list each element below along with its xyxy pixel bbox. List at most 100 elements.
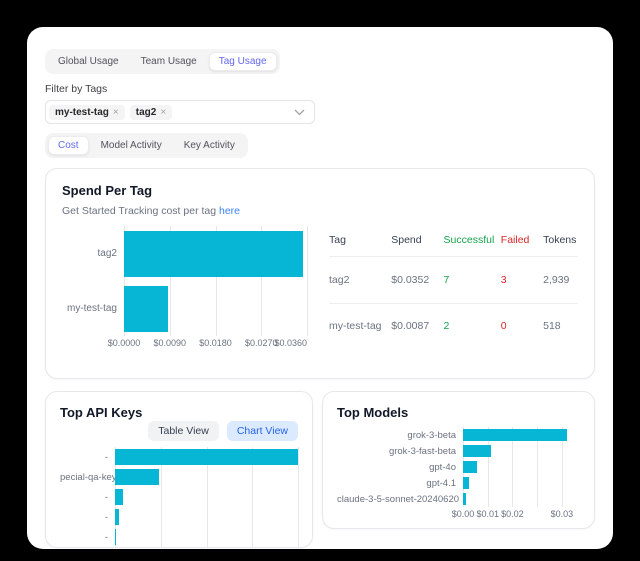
category-label: -: [104, 511, 108, 523]
bar: [463, 429, 567, 441]
gridline: [298, 447, 299, 547]
table-row: tag2 $0.0352 7 3 2,939: [329, 256, 578, 304]
bar: [463, 461, 477, 473]
x-axis: $0.00 $0.01 $0.02 $0.03: [452, 507, 580, 520]
top-models-card: Top Models grok-3-beta grok-3-fast-beta gp…: [322, 391, 595, 529]
cell-spend: $0.0087: [391, 320, 430, 333]
get-started-link[interactable]: here: [219, 205, 241, 217]
filter-by-tags-label: Filter by Tags: [45, 83, 108, 95]
chart-row: -: [60, 527, 298, 547]
col-tag: Tag: [329, 226, 392, 257]
chart-row: grok-3-beta: [337, 427, 580, 443]
chart-row: pecial-qa-key: [60, 467, 298, 487]
bar-track: [124, 226, 307, 281]
col-failed: Failed: [500, 226, 544, 257]
spend-per-tag-subtitle: Get Started Tracking cost per tag here: [62, 205, 578, 217]
tag-chip: tag2 ×: [129, 104, 173, 120]
tab-cost[interactable]: Cost: [48, 136, 89, 155]
cell-failed: 3: [500, 256, 544, 304]
bar-track: [463, 459, 580, 475]
cell-successful: 7: [443, 256, 501, 304]
bar: [115, 509, 119, 525]
chevron-down-icon[interactable]: [294, 109, 305, 116]
bar-track: [463, 427, 580, 443]
bar-track: [124, 281, 307, 336]
top-models-title: Top Models: [337, 405, 409, 420]
col-spend: Spend: [391, 226, 444, 257]
bar: [463, 445, 492, 457]
top-models-chart: grok-3-beta grok-3-fast-beta gpt-4o gpt-4.1…: [337, 427, 580, 520]
category-label: gpt-4.1: [426, 477, 456, 489]
category-label: gpt-4o: [429, 461, 456, 473]
x-icon[interactable]: ×: [112, 106, 119, 118]
axis-tick-label: $0.0180: [199, 338, 232, 348]
category-label: grok-3-beta: [407, 429, 456, 441]
table-row: my-test-tag $0.0087 2 0 518: [329, 303, 578, 349]
bar-track: [115, 447, 298, 467]
axis-tick-label: $0.0090: [153, 338, 187, 348]
bar-track: [463, 475, 580, 491]
axis-tick-label: $0.01: [476, 509, 499, 519]
axis-tick-label: $0.0000: [107, 338, 141, 348]
category-label: -: [104, 451, 108, 463]
top-api-keys-card: Top API Keys Table View Chart View - peci…: [45, 391, 313, 548]
bar-track: [115, 467, 298, 487]
tab-team-usage[interactable]: Team Usage: [140, 56, 197, 67]
chart-row: gpt-4o: [337, 459, 580, 475]
chart-row: -: [60, 507, 298, 527]
view-tab-group: Cost Model Activity Key Activity: [45, 133, 248, 158]
tag-chip: my-test-tag ×: [49, 104, 125, 120]
tag-chip-label: my-test-tag: [55, 106, 109, 118]
bar: [463, 493, 466, 505]
spend-per-tag-chart: tag2 my-test-tag $0.0000 $0.0090 $0.0180 $0.0…: [62, 226, 308, 349]
chart-view-button[interactable]: Chart View: [226, 421, 298, 441]
cell-tokens: 518: [543, 320, 561, 333]
tag-filter-select[interactable]: my-test-tag × tag2 ×: [45, 100, 315, 124]
category-label: my-test-tag: [66, 303, 117, 314]
bar: [463, 477, 470, 489]
usage-tab-group: Global Usage Team Usage Tag Usage: [45, 49, 280, 74]
top-api-keys-title: Top API Keys: [60, 405, 143, 420]
subtitle-text: Get Started Tracking cost per tag: [62, 205, 219, 217]
chart-row: -: [60, 487, 298, 507]
chart-row: -: [60, 447, 298, 467]
table-header-row: Tag Spend Successful Failed Tokens: [329, 226, 578, 257]
category-label: claude-3-5-sonnet-20240620: [337, 493, 460, 505]
col-tokens: Tokens: [543, 226, 578, 257]
bar-track: [463, 491, 580, 507]
chart-row: tag2: [62, 226, 307, 281]
bar: [115, 469, 159, 485]
x-icon[interactable]: ×: [160, 106, 167, 118]
cell-failed: 0: [500, 320, 507, 333]
bar: [124, 230, 303, 277]
tab-tag-usage[interactable]: Tag Usage: [208, 52, 277, 71]
axis-tick-label: $0.0270: [244, 338, 278, 348]
axis-tick-label: $0.0360: [274, 338, 307, 348]
bar-track: [115, 487, 298, 507]
x-axis: $0.0000 $0.0090 $0.0180 $0.0270 $0.0360: [108, 336, 307, 349]
tab-global-usage[interactable]: Global Usage: [58, 56, 119, 67]
tab-key-activity[interactable]: Key Activity: [183, 140, 235, 151]
category-label: -: [104, 491, 108, 503]
spend-per-tag-title: Spend Per Tag: [62, 183, 153, 198]
axis-tick-label: $0.02: [501, 509, 524, 519]
tag-stats-table: Tag Spend Successful Failed Tokens tag2 …: [329, 226, 578, 349]
top-api-keys-chart: - pecial-qa-key - - -: [60, 447, 299, 547]
tab-model-activity[interactable]: Model Activity: [100, 140, 162, 151]
col-successful: Successful: [443, 226, 501, 257]
table-view-button[interactable]: Table View: [148, 421, 219, 441]
bar-track: [115, 507, 298, 527]
spend-per-tag-card: Spend Per Tag Get Started Tracking cost …: [45, 168, 595, 379]
gridline: [307, 226, 308, 336]
cell-tag: my-test-tag: [329, 320, 382, 333]
bar: [115, 449, 298, 465]
axis-tick-label: $0.03: [550, 509, 574, 519]
bar-track: [463, 443, 580, 459]
tag-chip-label: tag2: [135, 106, 157, 118]
chart-row: my-test-tag: [62, 281, 307, 336]
category-label: -: [104, 531, 108, 543]
chart-row: gpt-4.1: [337, 475, 580, 491]
category-label: tag2: [97, 248, 117, 259]
bar-track: [115, 527, 298, 547]
chart-row: grok-3-fast-beta: [337, 443, 580, 459]
